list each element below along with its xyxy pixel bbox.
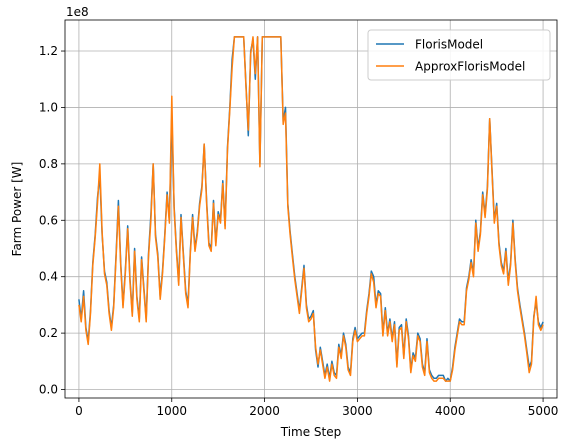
x-tick-label: 4000: [435, 404, 466, 418]
y-tick-label: 0.6: [39, 213, 58, 227]
legend-label-floris: FlorisModel: [415, 38, 483, 52]
x-tick-label: 5000: [528, 404, 559, 418]
x-tick-label: 3000: [342, 404, 373, 418]
series-lines: [78, 36, 544, 382]
series-line-1: [78, 36, 544, 382]
x-axis-ticks: 0 1000 2000 3000 4000 5000: [75, 398, 558, 418]
legend-label-approx-floris: ApproxFlorisModel: [415, 60, 525, 74]
x-tick-label: 2000: [249, 404, 280, 418]
y-tick-label: 0.0: [39, 383, 58, 397]
y-axis-ticks: 0.0 0.2 0.4 0.6 0.8 1.0 1.2: [39, 44, 65, 397]
y-tick-label: 0.8: [39, 157, 58, 171]
x-tick-label: 0: [75, 404, 83, 418]
y-axis-label: Farm Power [W]: [10, 162, 24, 257]
y-axis-offset-label: 1e8: [66, 5, 89, 19]
x-axis-label: Time Step: [280, 425, 342, 439]
y-tick-label: 1.2: [39, 44, 58, 58]
legend-box: [367, 29, 551, 81]
y-tick-label: 0.4: [39, 270, 58, 284]
plot-area-frame: [64, 19, 558, 399]
y-tick-label: 0.2: [39, 326, 58, 340]
legend: FlorisModel ApproxFlorisModel: [367, 29, 551, 81]
x-tick-label: 1000: [156, 404, 187, 418]
y-tick-label: 1.0: [39, 100, 58, 114]
